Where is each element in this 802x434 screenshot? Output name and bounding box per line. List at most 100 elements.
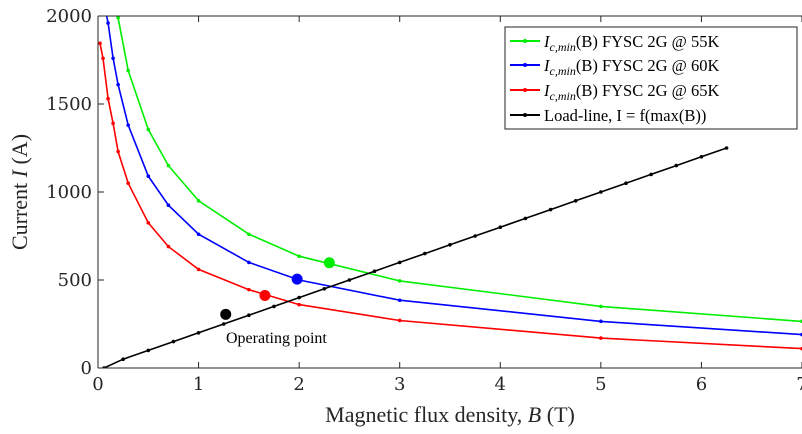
intersection-point-3 (220, 308, 232, 320)
intersection-point-2 (259, 289, 271, 301)
x-tick-label: 1 (193, 374, 204, 395)
x-tick-label: 6 (696, 374, 707, 395)
data-point (599, 190, 603, 194)
data-point (196, 232, 201, 237)
data-point (674, 163, 679, 168)
data-point (397, 279, 402, 283)
data-point (599, 304, 603, 309)
legend: Ic,min(B) FYSC 2G @ 55K Ic,min(B) FYSC 2… (504, 26, 798, 130)
data-point (196, 267, 201, 272)
data-point (126, 181, 130, 185)
legend-entry-load-line: Load-line, I = f(max(B)) (510, 106, 706, 125)
data-point (247, 287, 251, 292)
data-point (272, 304, 276, 309)
data-point (111, 56, 115, 61)
series-line-3 (103, 147, 727, 368)
legend-label-60k: Ic,min(B) FYSC 2G @ 60K (543, 56, 719, 78)
data-point (599, 336, 603, 340)
data-point (498, 225, 503, 229)
y-tick-label: 1500 (46, 94, 92, 115)
data-point (126, 123, 130, 127)
legend-entry-60k: Ic,min(B) FYSC 2G @ 60K (510, 56, 719, 78)
data-point (196, 199, 201, 203)
data-point (146, 348, 151, 353)
data-point (166, 203, 171, 207)
data-point (126, 68, 130, 73)
y-tick-label: 1000 (46, 182, 92, 203)
data-point (322, 287, 327, 291)
series-i-c-min-b-fysc-2g-60k (105, 16, 802, 337)
x-tick-label: 7 (796, 374, 802, 395)
legend-marker-55k (523, 39, 527, 43)
ticks: 0 1 2 3 4 5 6 7 0 500 1000 1500 2000 (46, 6, 802, 395)
data-point (297, 302, 301, 307)
data-point (297, 254, 301, 259)
data-point (111, 121, 115, 126)
data-point (523, 216, 528, 221)
series-line-2 (99, 43, 802, 350)
y-tick-label: 500 (58, 270, 92, 291)
data-point (247, 232, 251, 237)
x-tick-label: 4 (495, 374, 506, 395)
data-point (599, 319, 603, 324)
data-point (397, 298, 402, 303)
data-point (171, 339, 176, 344)
data-point (724, 146, 729, 150)
x-tick-label: 3 (394, 374, 405, 395)
data-point (166, 163, 171, 168)
data-point (397, 318, 402, 323)
data-point (146, 221, 151, 225)
data-point (397, 260, 402, 265)
legend-marker-60k (523, 63, 527, 67)
x-axis-label: Magnetic flux density, B (T) (325, 402, 575, 427)
intersection-points (220, 257, 335, 320)
x-tick-label: 0 (92, 374, 103, 395)
x-tick-label: 2 (293, 374, 304, 395)
legend-label-load-line: Load-line, I = f(max(B)) (544, 106, 706, 125)
data-point (624, 181, 628, 185)
data-point (448, 243, 452, 247)
legend-marker-load-line (523, 113, 527, 117)
data-point (221, 322, 226, 326)
data-point (98, 41, 102, 46)
legend-entry-55k: Ic,min(B) FYSC 2G @ 55K (510, 32, 719, 54)
legend-box (504, 26, 798, 130)
data-point (548, 207, 553, 212)
y-tick-label: 2000 (46, 6, 92, 27)
data-point (423, 251, 427, 256)
y-axis-label: Current I (A) (7, 134, 32, 250)
data-point (116, 16, 120, 20)
data-point (106, 21, 110, 25)
data-point (649, 172, 653, 177)
series-i-c-min-b-fysc-2g-55k (116, 16, 802, 324)
plot-area (98, 16, 802, 368)
data-point (106, 96, 110, 101)
intersection-point-0 (323, 257, 335, 269)
data-point (146, 174, 151, 178)
data-point (297, 295, 301, 300)
legend-label-55k: Ic,min(B) FYSC 2G @ 55K (543, 32, 719, 54)
data-point (101, 56, 105, 61)
legend-entry-65k: Ic,min(B) FYSC 2G @ 65K (510, 81, 719, 103)
data-point (473, 234, 477, 238)
legend-label-65k: Ic,min(B) FYSC 2G @ 65K (543, 81, 719, 103)
data-point (116, 82, 120, 87)
operating-point-label: Operating point (226, 330, 327, 347)
x-tick-label: 5 (595, 374, 606, 395)
data-point (247, 313, 251, 318)
y-tick-label: 0 (81, 358, 92, 379)
data-point (166, 244, 171, 249)
data-point (196, 331, 201, 335)
intersection-point-1 (291, 273, 303, 285)
data-point (347, 278, 352, 282)
series-i-c-min-b-fysc-2g-65k (98, 41, 802, 351)
data-point (372, 269, 377, 274)
data-point (121, 357, 125, 362)
legend-marker-65k (523, 88, 527, 92)
data-point (699, 155, 704, 159)
data-point (116, 149, 120, 154)
series-load-line-i-f-max-b (102, 146, 729, 368)
data-point (247, 260, 251, 265)
data-point (573, 199, 578, 203)
